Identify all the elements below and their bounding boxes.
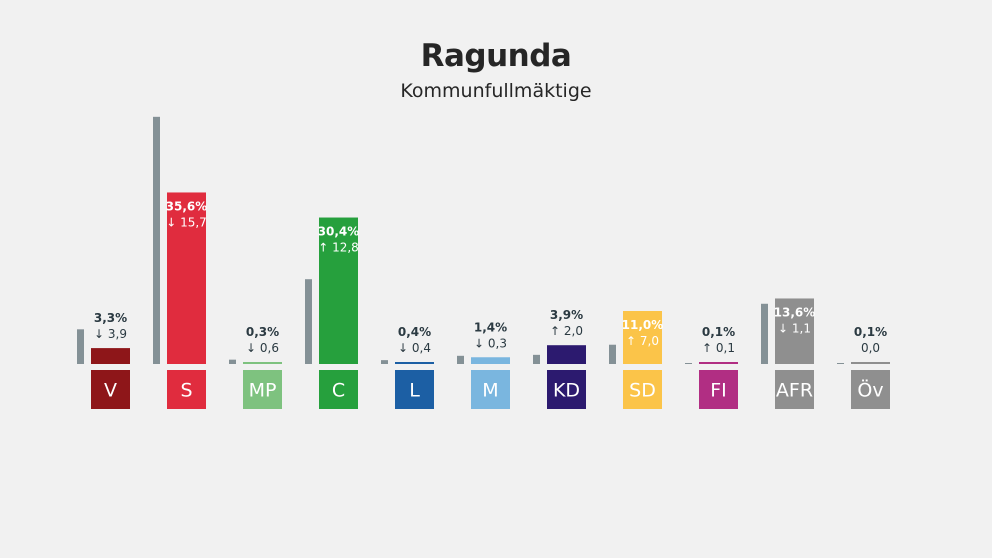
change-label: 0,0 [861, 341, 880, 355]
percent-label: 0,1% [702, 325, 735, 339]
party-badge [623, 370, 662, 409]
previous-result-bar [77, 329, 84, 364]
change-label: ↓ 15,7 [166, 215, 207, 229]
result-bar [319, 217, 358, 364]
percent-label: 0,1% [854, 325, 887, 339]
result-bar [775, 298, 814, 364]
party-label: L [409, 380, 420, 402]
chart-subtitle: Kommunfullmäktige [400, 80, 592, 102]
previous-result-bar [229, 359, 236, 364]
percent-label: 3,9% [550, 308, 583, 322]
party-badge [547, 370, 586, 409]
previous-result-bar [457, 355, 464, 364]
percent-label: 1,4% [474, 320, 507, 334]
party-badge [319, 370, 358, 409]
change-label: ↓ 0,3 [474, 336, 507, 350]
percent-label: 35,6% [166, 199, 208, 213]
party-label: M [482, 380, 498, 402]
previous-result-bar [609, 344, 616, 364]
result-bar [471, 357, 510, 364]
percent-label: 11,0% [622, 318, 664, 332]
party-badge [243, 370, 282, 409]
party-label: SD [629, 380, 656, 402]
party-label: S [180, 380, 192, 402]
result-bar [623, 311, 662, 364]
previous-result-bar [153, 116, 160, 364]
party-badge [471, 370, 510, 409]
party-label: Öv [857, 379, 883, 402]
change-label: ↓ 0,6 [246, 341, 279, 355]
previous-result-bar [761, 303, 768, 364]
percent-label: 13,6% [774, 305, 816, 319]
previous-result-bar [837, 363, 844, 364]
party-label: C [332, 380, 345, 402]
percent-label: 0,3% [246, 325, 279, 339]
result-bar [243, 362, 282, 364]
previous-result-bar [685, 363, 692, 364]
party-badge [167, 370, 206, 409]
change-label: ↓ 3,9 [94, 327, 127, 341]
change-label: ↑ 2,0 [550, 324, 583, 338]
party-badge [699, 370, 738, 409]
change-label: ↑ 12,8 [318, 241, 359, 255]
party-label: FI [710, 380, 727, 402]
result-bar [699, 362, 738, 364]
percent-label: 30,4% [318, 225, 360, 239]
result-bar [851, 362, 890, 364]
percent-label: 0,4% [398, 325, 431, 339]
change-label: ↑ 7,0 [626, 334, 659, 348]
party-badge [851, 370, 890, 409]
percent-label: 3,3% [94, 311, 127, 325]
party-badge [395, 370, 434, 409]
party-badge [91, 370, 130, 409]
party-label: V [104, 380, 117, 402]
change-label: ↑ 0,1 [702, 341, 735, 355]
party-label: AFR [776, 380, 813, 402]
party-badge [775, 370, 814, 409]
party-label: MP [249, 380, 277, 402]
previous-result-bar [305, 279, 312, 364]
previous-result-bar [533, 354, 540, 364]
previous-result-bar [381, 360, 388, 364]
result-bar [91, 348, 130, 364]
result-bar [547, 345, 586, 364]
change-label: ↓ 0,4 [398, 341, 431, 355]
chart-title: Ragunda [420, 38, 572, 74]
change-label: ↓ 1,1 [778, 321, 811, 335]
party-label: KD [553, 380, 580, 402]
result-bar [395, 362, 434, 364]
result-bar [167, 192, 206, 364]
